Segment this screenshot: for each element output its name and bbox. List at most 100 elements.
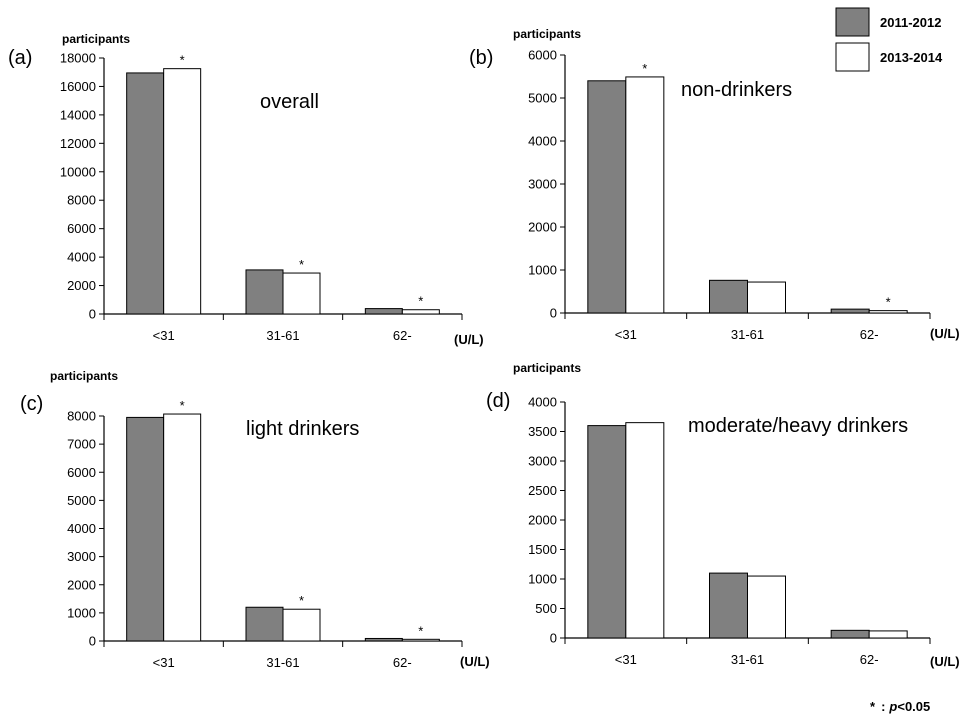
panel-title: overall xyxy=(260,91,319,113)
x-unit-label: (U/L) xyxy=(460,654,490,669)
footnote-p: p xyxy=(888,699,897,714)
y-tick-label: 8000 xyxy=(67,193,96,208)
x-category-label: <31 xyxy=(615,327,637,342)
significance-star: * xyxy=(299,593,304,608)
y-tick-label: 0 xyxy=(550,306,557,321)
y-tick-label: 2000 xyxy=(67,577,96,592)
y-tick-label: 0 xyxy=(550,631,557,646)
x-category-label: 62- xyxy=(393,328,412,343)
legend-label-2013-2014: 2013-2014 xyxy=(880,50,943,65)
y-tick-label: 6000 xyxy=(528,48,557,63)
x-category-label: 62- xyxy=(393,655,412,670)
x-category-label: <31 xyxy=(153,328,175,343)
panel-label: (d) xyxy=(486,390,510,412)
bar-2013-2014 xyxy=(747,281,786,314)
footnote-star: * xyxy=(870,699,876,714)
y-axis-label: participants xyxy=(513,361,581,375)
bar-2013-2014 xyxy=(163,413,202,642)
x-unit-label: (U/L) xyxy=(454,332,484,347)
panel-label: (c) xyxy=(20,393,43,415)
y-axis-label: participants xyxy=(62,32,130,46)
y-tick-label: 0 xyxy=(89,307,96,322)
bar-2011-2012 xyxy=(830,308,870,314)
y-tick-label: 6000 xyxy=(67,221,96,236)
bar-2013-2014 xyxy=(747,575,786,639)
chart-panel-4: 0 500 1000 1500 2000 2500 3000 3500 4000 <31 31-61… xyxy=(486,361,960,669)
panel-title: non-drinkers xyxy=(681,79,792,101)
x-category-label: <31 xyxy=(615,652,637,667)
y-tick-label: 3000 xyxy=(528,177,557,192)
bar-2011-2012 xyxy=(245,606,284,642)
bar-2011-2012 xyxy=(587,80,627,314)
bar-2013-2014 xyxy=(282,272,321,315)
legend-swatch-2013-2014 xyxy=(835,42,870,72)
significance-star: * xyxy=(418,294,423,309)
y-tick-label: 4000 xyxy=(67,250,96,265)
bar-2013-2014 xyxy=(401,309,440,315)
footnote-text: *: p<0.05 xyxy=(870,699,930,714)
bar-2011-2012 xyxy=(126,416,165,642)
x-category-label: 31-61 xyxy=(266,328,299,343)
panel-label: (a) xyxy=(8,47,32,69)
y-tick-label: 16000 xyxy=(60,79,96,94)
y-tick-label: 1000 xyxy=(528,263,557,278)
y-tick-label: 8000 xyxy=(67,409,96,424)
y-tick-label: 6000 xyxy=(67,465,96,480)
y-tick-label: 500 xyxy=(535,601,557,616)
bar-2011-2012 xyxy=(830,629,870,639)
y-tick-label: 18000 xyxy=(60,51,96,66)
y-tick-label: 5000 xyxy=(528,91,557,106)
bar-2011-2012 xyxy=(709,279,748,314)
x-category-label: 62- xyxy=(860,327,879,342)
bar-2011-2012 xyxy=(245,269,284,315)
bar-2011-2012 xyxy=(364,308,403,315)
x-category-label: <31 xyxy=(153,655,175,670)
y-axis-label: participants xyxy=(50,369,118,383)
legend-swatch-2011-2012 xyxy=(835,7,870,37)
chart-panel-3: 0 1000 2000 3000 4000 5000 6000 7000 8000 <31 * 31-… xyxy=(20,369,490,670)
y-tick-label: 4000 xyxy=(67,521,96,536)
y-tick-label: 3500 xyxy=(528,424,557,439)
y-tick-label: 5000 xyxy=(67,493,96,508)
y-tick-label: 2000 xyxy=(528,513,557,528)
legend-label-2011-2012: 2011-2012 xyxy=(880,15,941,30)
bar-2013-2014 xyxy=(868,630,908,639)
y-tick-label: 4000 xyxy=(528,134,557,149)
y-tick-label: 7000 xyxy=(67,437,96,452)
significance-star: * xyxy=(642,61,647,76)
y-tick-label: 2000 xyxy=(528,220,557,235)
y-tick-label: 0 xyxy=(89,634,96,649)
x-category-label: 31-61 xyxy=(731,652,764,667)
y-tick-label: 10000 xyxy=(60,164,96,179)
footnote: *: p<0.05 xyxy=(870,699,930,714)
bar-2013-2014 xyxy=(625,422,665,639)
panel-title: light drinkers xyxy=(246,418,359,440)
y-tick-label: 14000 xyxy=(60,107,96,122)
y-tick-label: 3000 xyxy=(528,454,557,469)
legend: 2011-2012 2013-2014 xyxy=(835,7,943,72)
y-tick-label: 1000 xyxy=(528,572,557,587)
panel-title: moderate/heavy drinkers xyxy=(688,415,908,437)
footnote-threshold: <0.05 xyxy=(897,699,930,714)
y-tick-label: 3000 xyxy=(67,549,96,564)
bar-2013-2014 xyxy=(282,608,321,642)
bar-2013-2014 xyxy=(868,310,908,314)
chart-panel-2: 0 1000 2000 3000 4000 5000 6000 <31 * 31-61 62- * pa… xyxy=(469,27,960,342)
footnote-separator: : xyxy=(881,699,885,714)
bar-2011-2012 xyxy=(709,572,748,639)
significance-star: * xyxy=(180,53,185,68)
y-tick-label: 4000 xyxy=(528,395,557,410)
significance-star: * xyxy=(886,295,891,310)
y-tick-label: 2000 xyxy=(67,278,96,293)
significance-star: * xyxy=(180,398,185,413)
significance-star: * xyxy=(299,257,304,272)
bar-2013-2014 xyxy=(163,68,202,315)
x-category-label: 31-61 xyxy=(731,327,764,342)
x-unit-label: (U/L) xyxy=(930,326,960,341)
chart-panel-1: 0 2000 4000 6000 8000 10000 12000 14000 16000 180… xyxy=(8,32,484,347)
y-axis-label: participants xyxy=(513,27,581,41)
bar-2013-2014 xyxy=(401,638,440,642)
x-unit-label: (U/L) xyxy=(930,654,960,669)
bar-2011-2012 xyxy=(587,425,627,639)
panel-label: (b) xyxy=(469,47,493,69)
